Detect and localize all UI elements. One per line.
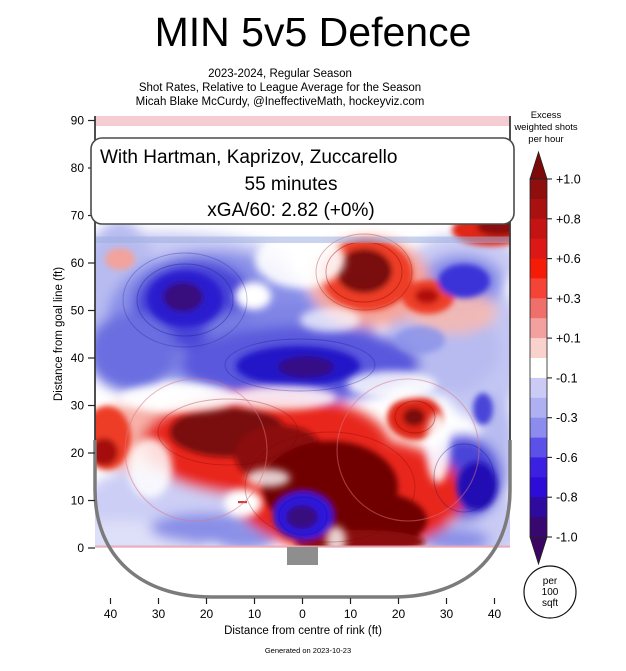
- y-tick-labels: 90 80 70 60 50 40 30 20 10 0: [71, 114, 85, 556]
- x-tick-label: 40: [104, 607, 118, 621]
- generated-date: Generated on 2023-10-23: [265, 646, 351, 655]
- colorbar-tick-labels: +1.0 +0.8 +0.6 +0.3 +0.1 -0.1 -0.3 -0.6 …: [556, 173, 581, 545]
- subtitle-attribution: Micah Blake McCurdy, @IneffectiveMath, h…: [136, 96, 425, 108]
- center-line: [95, 116, 510, 126]
- y-tick-label: 0: [77, 541, 84, 555]
- y-tick-label: 10: [71, 494, 85, 508]
- y-axis-label: Distance from goal line (ft): [53, 267, 65, 401]
- colorbar-tick: -1.0: [556, 531, 578, 545]
- y-tick-label: 30: [71, 399, 85, 413]
- colorbar-label-line: weighted shots: [513, 122, 578, 133]
- units-badge-line: per: [543, 576, 558, 587]
- info-box: With Hartman, Kaprizov, Zuccarello 55 mi…: [90, 137, 515, 225]
- colorbar-segments: [530, 179, 547, 537]
- blue-line: [95, 236, 510, 243]
- y-tick-label: 50: [71, 304, 85, 318]
- colorbar-label-line: Excess: [531, 110, 562, 121]
- x-tick-label: 10: [344, 607, 358, 621]
- units-badge-line: sqft: [542, 598, 558, 609]
- goal-net: [287, 547, 318, 565]
- x-tick-label: 0: [299, 607, 306, 621]
- y-tick-label: 70: [71, 209, 85, 223]
- colorbar-tick: +0.6: [556, 252, 581, 266]
- colorbar-label-line: per hour: [528, 134, 563, 145]
- colorbar-tick: -0.6: [556, 451, 578, 465]
- x-tick-label: 40: [488, 607, 502, 621]
- colorbar-arrow-top: [529, 150, 548, 180]
- faceoff-circles: [124, 378, 480, 522]
- rink-boundary: [93, 440, 512, 599]
- colorbar: Excess weighted shots per hour: [513, 110, 581, 566]
- colorbar-tick: -0.3: [556, 411, 578, 425]
- x-tick-label: 20: [200, 607, 214, 621]
- colorbar-tick: -0.8: [556, 491, 578, 505]
- colorbar-tick: +0.8: [556, 212, 581, 226]
- x-tick-label: 20: [392, 607, 406, 621]
- subtitle-season: 2023-2024, Regular Season: [208, 68, 352, 80]
- x-tick-labels: 40 30 20 10 0 10 20 30 40: [104, 607, 502, 621]
- subtitle-description: Shot Rates, Relative to League Average f…: [139, 82, 421, 94]
- colorbar-tick: -0.1: [556, 371, 578, 385]
- colorbar-tick-marks: [547, 178, 552, 538]
- y-tick-label: 80: [71, 161, 85, 175]
- contour-line-hints: [122, 233, 495, 543]
- y-tick-label: 60: [71, 256, 85, 270]
- x-tick-label: 30: [152, 607, 166, 621]
- x-tick-label: 30: [440, 607, 454, 621]
- info-box-lineup: With Hartman, Kaprizov, Zuccarello: [100, 147, 397, 168]
- y-tick-label: 90: [71, 114, 85, 128]
- page-title: MIN 5v5 Defence: [155, 9, 472, 55]
- info-box-xga: xGA/60: 2.82 (+0%): [207, 200, 374, 221]
- colorbar-tick: +0.1: [556, 332, 581, 346]
- colorbar-tick: +0.3: [556, 292, 581, 306]
- info-box-minutes: 55 minutes: [245, 174, 338, 195]
- y-axis: [88, 119, 95, 549]
- colorbar-tick: +1.0: [556, 173, 581, 187]
- units-badge: per 100 sqft: [523, 565, 577, 619]
- y-tick-label: 20: [71, 446, 85, 460]
- x-tick-label: 10: [248, 607, 262, 621]
- units-badge-line: 100: [542, 587, 559, 598]
- y-tick-label: 40: [71, 351, 85, 365]
- goal-line: [95, 545, 510, 548]
- x-axis: [109, 598, 496, 604]
- colorbar-arrow-bottom: [529, 536, 548, 566]
- x-axis-label: Distance from centre of rink (ft): [224, 625, 382, 637]
